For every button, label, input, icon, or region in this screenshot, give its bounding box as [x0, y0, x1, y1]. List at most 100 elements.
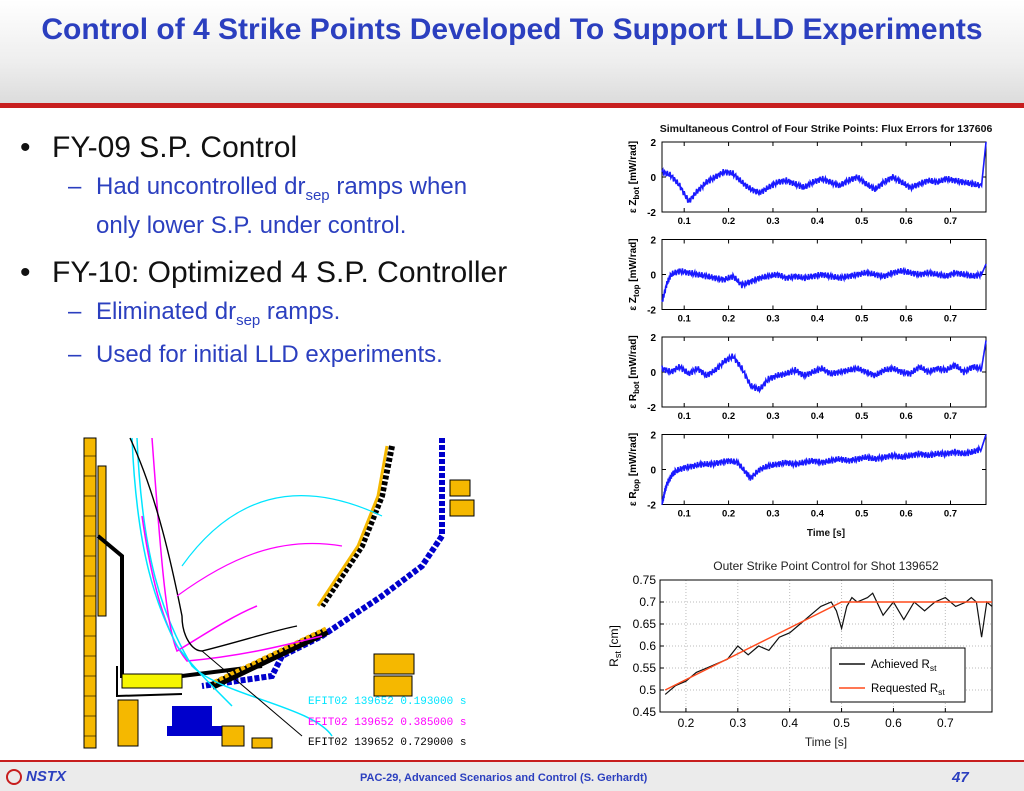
footer-divider: [0, 760, 1024, 762]
x-tick-label: 0.6: [900, 314, 913, 325]
x-tick-label: 0.3: [729, 716, 746, 730]
x-tick-label: 0.4: [811, 411, 825, 422]
subscript: sep: [236, 311, 261, 329]
nstx-logo-icon: [6, 769, 22, 785]
y-tick-label: 0.45: [633, 705, 657, 719]
y-tick-label: 0.75: [633, 573, 657, 587]
chart-panel: 2 0 -2 0.1 0.2 0.3 0.4 0.5 0.6 0.7 ε Ztop [mW/rad]: [628, 236, 987, 325]
x-tick-label: 0.2: [722, 411, 735, 422]
x-tick-label: 0.7: [944, 314, 957, 325]
bullet-text: FY-10: Optimized 4 S.P. Controller: [52, 255, 508, 289]
x-tick-label: 0.2: [722, 509, 735, 520]
sub-bullet-dash: –: [68, 340, 82, 368]
y-tick-label: 0.65: [633, 617, 657, 631]
efit-legend-193: EFIT02 139652 0.193000 s: [308, 696, 466, 708]
bullet-fy09: • FY-09 S.P. Control: [20, 130, 610, 166]
x-tick-label: 0.1: [678, 314, 692, 325]
sub-bullet-used: – Used for initial LLD experiments.: [20, 340, 610, 370]
y-axis-label: ε Rbot [mW/rad]: [628, 335, 641, 408]
efit-legend-385: EFIT02 139652 0.385000 s: [308, 717, 466, 729]
flux-errors-chart: Simultaneous Control of Four Strike Poin…: [628, 123, 992, 539]
x-tick-label: 0.6: [900, 509, 913, 520]
bullet-list: • FY-09 S.P. Control – Had uncontrolled …: [20, 130, 610, 370]
sub-bullet-text: Used for initial LLD experiments.: [96, 340, 443, 368]
nstx-logo: NSTX: [6, 768, 66, 785]
series-line: [661, 263, 987, 303]
achieved-series-line: [664, 592, 993, 695]
sub-bullet-text-pre: Eliminated dr: [96, 297, 237, 325]
plot-frame: [661, 434, 987, 505]
x-tick-label: 0.6: [900, 216, 913, 227]
sub-bullet-text-line2: only lower S.P. under control.: [96, 211, 407, 239]
y-tick-label: 0: [650, 173, 656, 184]
x-tick-label: 0.1: [678, 216, 692, 227]
y-tick-label: 0: [650, 466, 656, 477]
chart-panel: 2 0 -2 0.1 0.2 0.3 0.4 0.5 0.6 0.7 ε Rbot [mW/rad]: [628, 333, 987, 422]
x-tick-label: 0.5: [833, 716, 850, 730]
sub-bullet-eliminated: – Eliminated drsep ramps.: [20, 297, 610, 336]
y-tick-label: 0.55: [633, 661, 657, 675]
x-tick-label: 0.7: [944, 509, 957, 520]
sub-bullet-dash: –: [68, 297, 82, 325]
title-bar: Control of 4 Strike Points Developed To …: [0, 0, 1024, 103]
y-tick-label: 2: [650, 138, 656, 149]
sub-bullet-text-post: ramps.: [260, 297, 341, 325]
x-tick-label: 0.6: [900, 411, 913, 422]
title-divider: [0, 103, 1024, 108]
x-tick-label: 0.5: [855, 216, 869, 227]
chart-panel: 2 0 -2 0.1 0.2 0.3 0.4 0.5 0.6 0.7 ε Rtop [mW/rad]: [628, 431, 987, 520]
x-tick-label: 0.2: [722, 216, 735, 227]
sub-bullet-dash: –: [68, 173, 82, 200]
x-tick-label: 0.3: [766, 216, 779, 227]
bullet-dot: •: [20, 255, 31, 289]
legend-box: [830, 647, 966, 703]
sub-bullet-text-pre: Had uncontrolled dr: [96, 173, 306, 200]
requested-series-line: [664, 601, 992, 691]
chart-title: Outer Strike Point Control for Shot 1396…: [713, 559, 939, 573]
efit-legend-729: EFIT02 139652 0.729000 s: [308, 737, 466, 749]
y-tick-label: 0.5: [639, 683, 656, 697]
x-tick-label: 0.1: [678, 509, 692, 520]
subscript: sep: [305, 186, 330, 204]
x-tick-label: 0.1: [678, 411, 692, 422]
x-tick-label: 0.6: [885, 716, 902, 730]
x-tick-label: 0.2: [678, 716, 695, 730]
x-tick-label: 0.3: [766, 411, 779, 422]
x-tick-label: 0.3: [766, 509, 779, 520]
y-tick-label: 0.6: [639, 639, 656, 653]
sub-bullet-uncontrolled: – Had uncontrolled drsep ramps when only…: [20, 172, 610, 241]
series-line: [661, 141, 987, 203]
x-tick-label: 0.4: [811, 216, 825, 227]
y-tick-label: 0.7: [639, 595, 656, 609]
y-axis-label: Rst [cm]: [607, 625, 623, 667]
x-tick-label: 0.4: [811, 509, 825, 520]
sub-bullet-text-post: ramps when: [329, 173, 468, 200]
outer-strike-point-chart: Outer Strike Point Control for Shot 1396…: [607, 559, 993, 749]
series-line: [661, 434, 987, 505]
x-tick-label: 0.4: [811, 314, 825, 325]
y-tick-label: 2: [650, 236, 656, 247]
y-tick-label: 0: [650, 271, 656, 282]
y-tick-label: -2: [647, 403, 656, 414]
chart-panel: 2 0 -2 0.1 0.2 0.3 0.4 0.5 0.6 0.7 ε Zbot [mW/rad]: [628, 138, 987, 227]
legend-label: Achieved Rst: [871, 659, 937, 673]
footer-text: PAC-29, Advanced Scenarios and Control (…: [360, 772, 648, 784]
footer: NSTX PAC-29, Advanced Scenarios and Cont…: [0, 762, 1024, 791]
y-tick-label: -2: [647, 306, 656, 317]
x-tick-label: 0.4: [781, 716, 798, 730]
y-tick-label: 0: [650, 368, 656, 379]
x-tick-label: 0.3: [766, 314, 779, 325]
x-tick-label: 0.7: [944, 411, 957, 422]
legend-label: Requested Rst: [871, 683, 945, 697]
y-tick-label: -2: [647, 208, 656, 219]
y-axis-label: ε Ztop [mW/rad]: [628, 238, 641, 310]
x-tick-label: 0.7: [944, 216, 957, 227]
slide-title: Control of 4 Strike Points Developed To …: [41, 13, 983, 46]
series-line: [661, 340, 987, 394]
y-tick-label: 2: [650, 431, 656, 442]
x-tick-label: 0.5: [855, 314, 869, 325]
x-tick-label: 0.5: [855, 411, 869, 422]
y-tick-label: -2: [647, 501, 656, 512]
equilibrium-figure: EFIT02 139652 0.193000 s EFIT02 139652 0…: [82, 436, 482, 750]
x-axis-label: Time [s]: [807, 528, 845, 539]
